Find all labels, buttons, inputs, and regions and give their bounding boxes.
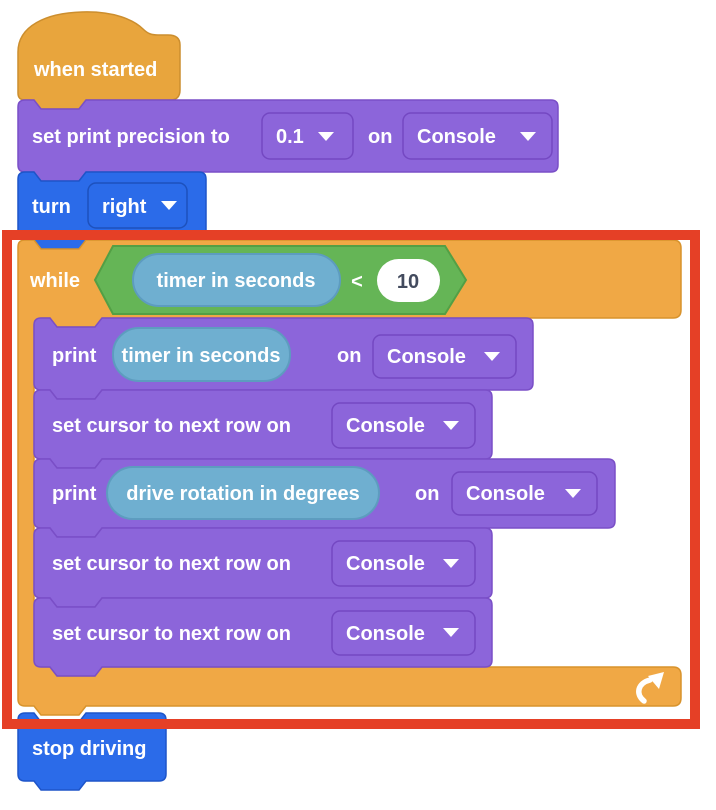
- on-label: on: [415, 483, 439, 505]
- block-shape[interactable]: [33, 597, 493, 677]
- chevron-down-icon: [161, 201, 177, 210]
- drive-rotation-reporter-label: drive rotation in degrees: [126, 483, 359, 505]
- set-cursor-label: set cursor to next row on: [52, 415, 291, 437]
- number-input-shape[interactable]: [377, 259, 440, 302]
- chevron-down-icon: [520, 132, 536, 141]
- print-timer-block[interactable]: print timer in seconds on Console: [33, 317, 534, 400]
- when-started-block[interactable]: when started: [17, 11, 181, 110]
- set-print-precision-block[interactable]: set print precision to 0.1 on Console: [17, 99, 559, 182]
- number-input-pill[interactable]: 10: [377, 259, 440, 302]
- device-dropdown[interactable]: Console: [331, 540, 476, 587]
- set-cursor-label: set cursor to next row on: [52, 623, 291, 645]
- set-cursor-block-3[interactable]: set cursor to next row on Console: [33, 597, 493, 677]
- turn-label: turn: [32, 196, 71, 218]
- set-cursor-label: set cursor to next row on: [52, 553, 291, 575]
- timer-reporter-label: timer in seconds: [122, 345, 281, 367]
- device-dropdown-box[interactable]: [331, 610, 476, 656]
- number-input-value: 10: [397, 271, 419, 293]
- device-dropdown[interactable]: Console: [402, 112, 553, 160]
- device-dropdown[interactable]: Console: [331, 610, 476, 656]
- device-dropdown-box[interactable]: [451, 471, 598, 516]
- chevron-down-icon: [443, 421, 459, 430]
- reporter-shape[interactable]: [106, 466, 380, 520]
- on-label: on: [368, 126, 392, 148]
- reporter-shape[interactable]: [112, 327, 291, 382]
- while-label: while: [29, 270, 80, 292]
- device-dropdown-box[interactable]: [402, 112, 553, 160]
- chevron-down-icon: [484, 352, 500, 361]
- device-value: Console: [417, 126, 496, 148]
- precision-dropdown[interactable]: 0.1: [261, 112, 354, 160]
- device-value: Console: [387, 346, 466, 368]
- on-label: on: [337, 345, 361, 367]
- chevron-down-icon: [565, 489, 581, 498]
- print-drive-rotation-block[interactable]: print drive rotation in degrees on Conso…: [33, 458, 616, 538]
- device-value: Console: [466, 483, 545, 505]
- device-value: Console: [346, 415, 425, 437]
- set-cursor-block-2[interactable]: set cursor to next row on Console: [33, 527, 493, 608]
- print-label: print: [52, 483, 97, 505]
- precision-value: 0.1: [276, 126, 304, 148]
- device-dropdown-box[interactable]: [331, 540, 476, 587]
- direction-dropdown[interactable]: right: [87, 182, 188, 229]
- device-dropdown[interactable]: Console: [451, 471, 598, 516]
- chevron-down-icon: [443, 628, 459, 637]
- print-label: print: [52, 345, 97, 367]
- chevron-down-icon: [443, 559, 459, 568]
- turn-block[interactable]: turn right: [17, 171, 207, 250]
- timer-reporter-label: timer in seconds: [157, 270, 316, 292]
- device-value: Console: [346, 623, 425, 645]
- set-print-precision-label: set print precision to: [32, 126, 230, 148]
- device-dropdown[interactable]: Console: [331, 402, 476, 449]
- device-value: Console: [346, 553, 425, 575]
- stop-driving-block[interactable]: stop driving: [17, 712, 167, 791]
- device-dropdown-box[interactable]: [331, 402, 476, 449]
- direction-dropdown-box[interactable]: [87, 182, 188, 229]
- loop-repeat-arrow-icon: [636, 672, 664, 704]
- direction-value: right: [102, 196, 147, 218]
- when-started-label: when started: [33, 59, 157, 81]
- less-than-operator: <: [351, 271, 363, 293]
- timer-reporter-pill[interactable]: timer in seconds: [112, 327, 291, 382]
- drive-rotation-reporter-pill[interactable]: drive rotation in degrees: [106, 466, 380, 520]
- while-loop-block[interactable]: while timer in seconds < 10: [17, 239, 682, 716]
- precision-dropdown-box[interactable]: [261, 112, 354, 160]
- timer-reporter-pill[interactable]: timer in seconds: [132, 253, 341, 307]
- set-cursor-block-1[interactable]: set cursor to next row on Console: [33, 389, 493, 469]
- device-dropdown-box[interactable]: [372, 334, 517, 379]
- block-shape[interactable]: [17, 99, 559, 182]
- reporter-shape[interactable]: [132, 253, 341, 307]
- chevron-down-icon: [318, 132, 334, 141]
- device-dropdown[interactable]: Console: [372, 334, 517, 379]
- selection-highlight: [2, 230, 700, 729]
- stop-driving-label: stop driving: [32, 738, 146, 760]
- condition-hexagon[interactable]: timer in seconds < 10: [93, 245, 468, 315]
